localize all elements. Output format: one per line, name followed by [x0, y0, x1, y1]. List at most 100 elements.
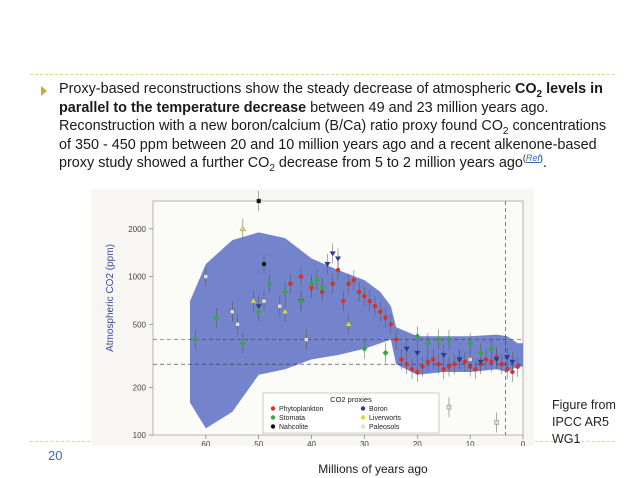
point-phytoplankton-24	[436, 361, 441, 367]
x-axis-caption: Millions of years ago	[311, 460, 435, 478]
legend-swatch-4	[270, 424, 276, 429]
point-phytoplankton-25	[441, 367, 446, 372]
y-tick-label-0: 2000	[128, 225, 146, 234]
point-phytoplankton-9	[356, 289, 362, 295]
point-stomata-18	[488, 345, 495, 352]
bottom-divider-left	[30, 441, 90, 442]
point-stomata-13	[424, 340, 431, 347]
point-phytoplankton-34	[489, 359, 494, 364]
legend-swatch-0	[270, 406, 276, 411]
point-phytoplankton-36	[499, 361, 505, 367]
point-boron-4	[329, 251, 336, 257]
legend-title: CO2 proxies	[330, 395, 372, 404]
point-nahcolite-0	[256, 198, 261, 204]
point-phytoplankton-1	[298, 274, 304, 279]
point-phytoplankton-22	[425, 359, 431, 364]
legend-item-5: Paleosols	[369, 424, 400, 431]
point-stomata-0	[192, 336, 199, 343]
y-tick-label-4: 100	[133, 431, 147, 440]
point-paleosols-2	[235, 322, 240, 327]
point-paleosols-6	[446, 404, 452, 410]
point-stomata-15	[446, 336, 452, 343]
point-phytoplankton-7	[346, 281, 351, 287]
point-boron-8	[440, 352, 447, 358]
legend-swatch-5	[360, 424, 366, 429]
legend-item-4: Nahcolite	[279, 424, 308, 431]
x-tick-label-3: 30	[360, 440, 369, 446]
point-boron-12	[504, 355, 511, 361]
bullet-text-5: decrease from 5 to 2 million years ago	[274, 155, 523, 171]
point-phytoplankton-16	[393, 337, 399, 342]
point-stomata-9	[319, 284, 326, 291]
x-tick-label-5: 10	[466, 440, 475, 446]
top-divider	[30, 74, 615, 75]
point-phytoplankton-6	[341, 298, 346, 304]
legend-item-2: Stomata	[279, 415, 305, 422]
point-stomata-3	[255, 308, 262, 315]
bullet-text-1: Proxy-based reconstructions show the ste…	[59, 81, 515, 97]
point-phytoplankton-26	[446, 364, 452, 369]
point-stomata-16	[467, 340, 474, 347]
point-phytoplankton-33	[483, 357, 489, 362]
legend-swatch-1	[360, 406, 366, 411]
point-boron-6	[403, 346, 410, 352]
point-stomata-5	[282, 288, 289, 295]
y-tick-label-3: 200	[133, 383, 147, 392]
x-tick-label-6: 0	[521, 440, 526, 446]
point-boron-7	[414, 350, 421, 356]
point-phytoplankton-8	[351, 277, 357, 283]
point-phytoplankton-12	[372, 304, 378, 309]
point-phytoplankton-5	[335, 267, 341, 273]
point-boron-13	[509, 359, 516, 365]
co2-chart-figure: 2000 1000 500 200 100 60 50 40 30 20 10 0 Atmospheri…	[91, 189, 534, 446]
point-paleosols-7	[467, 357, 473, 362]
point-paleosols-8	[494, 420, 499, 425]
legend-swatch-3	[360, 415, 366, 420]
legend-swatch-2	[270, 415, 276, 420]
bullet-arrow-icon	[41, 86, 47, 96]
reference-link[interactable]: (Ref)	[522, 153, 543, 164]
point-phytoplankton-4	[330, 281, 335, 287]
point-stomata-7	[308, 280, 315, 287]
point-phytoplankton-18	[404, 361, 409, 367]
point-boron-11	[493, 357, 500, 363]
point-stomata-8	[313, 277, 320, 284]
point-stomata-14	[435, 336, 442, 343]
point-liverworts-0	[239, 225, 247, 232]
point-liverworts-1	[250, 297, 257, 304]
legend-box	[262, 392, 440, 434]
point-phytoplankton-0	[288, 281, 293, 287]
point-paleosols-4	[277, 304, 283, 309]
point-boron-9	[456, 357, 463, 363]
point-stomata-17	[477, 349, 484, 356]
bullet-bold-co2: CO2 levels in parallel to the temperatur…	[59, 81, 603, 116]
x-tick-label-4: 20	[413, 440, 422, 446]
point-phytoplankton-27	[452, 361, 457, 367]
point-stomata-10	[361, 345, 368, 352]
y-tick-label-2: 500	[133, 320, 147, 329]
point-liverworts-2	[281, 308, 289, 314]
point-phytoplankton-31	[473, 367, 478, 372]
x-tick-label-0: 60	[201, 440, 210, 446]
point-paleosols-1	[230, 309, 235, 314]
point-phytoplankton-21	[420, 364, 425, 369]
point-phytoplankton-20	[415, 369, 420, 375]
point-stomata-1	[213, 314, 220, 321]
point-boron-3	[324, 262, 331, 268]
point-liverworts-3	[345, 320, 352, 327]
point-boron-5	[335, 256, 341, 262]
legend-item-1: Boron	[369, 406, 388, 413]
point-nahcolite-1	[261, 261, 267, 267]
co2-envelope-band	[190, 232, 523, 429]
x-tick-label-2: 40	[307, 440, 316, 446]
bullet-text-3: between 49 and 23 million years ago. Rec…	[59, 99, 549, 135]
bottom-divider-right	[535, 441, 615, 442]
point-phytoplankton-23	[430, 357, 436, 362]
figure-caption: Figure from IPCC AR5 WG1	[552, 398, 616, 446]
point-stomata-12	[414, 333, 421, 340]
point-phytoplankton-39	[515, 364, 520, 369]
y-tick-label-1: 1000	[128, 273, 146, 282]
point-paleosols-3	[261, 298, 267, 304]
point-phytoplankton-17	[399, 357, 404, 362]
